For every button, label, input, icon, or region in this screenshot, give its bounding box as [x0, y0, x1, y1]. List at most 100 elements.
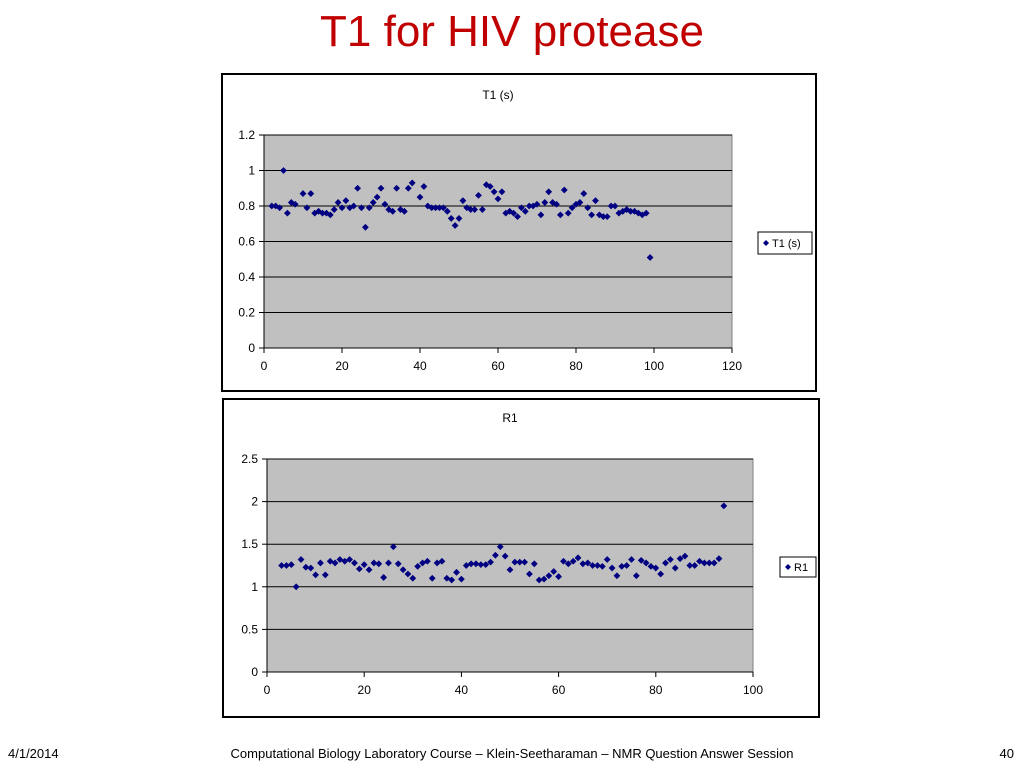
r1-data-point: [302, 563, 310, 571]
t1-data-point: [494, 195, 502, 203]
t1-data-point: [287, 199, 295, 206]
t1-data-point: [354, 184, 361, 192]
r1-data-point: [370, 559, 378, 567]
r1-y-tick-label: 0.5: [241, 622, 258, 636]
r1-data-point: [623, 562, 631, 569]
r1-data-point: [516, 558, 524, 566]
t1-data-point: [381, 200, 389, 208]
t1-y-tick-label: 0.4: [238, 270, 255, 284]
r1-y-tick-label: 1.5: [241, 537, 258, 551]
t1-data-point: [627, 207, 634, 215]
t1-data-point: [557, 211, 564, 219]
t1-data-point: [588, 211, 595, 219]
t1-data-point: [482, 181, 490, 189]
r1-data-point: [603, 556, 611, 563]
t1-data-point: [502, 209, 510, 217]
footer-course-text: Computational Biology Laboratory Course …: [230, 746, 794, 761]
r1-y-tick-label: 2: [251, 495, 258, 509]
t1-data-point: [518, 204, 525, 212]
t1-data-point: [607, 202, 615, 210]
r1-data-point: [501, 552, 509, 560]
r1-data-point: [487, 558, 494, 566]
t1-data-point: [568, 204, 576, 212]
t1-data-point: [459, 197, 467, 205]
r1-data-point: [550, 568, 558, 575]
r1-data-point: [317, 559, 324, 567]
r1-data-point: [360, 561, 368, 569]
t1-x-tick-label: 20: [335, 359, 349, 373]
t1-legend-label: T1 (s): [772, 238, 801, 250]
t1-legend-marker: [763, 240, 769, 246]
r1-data-point: [385, 559, 392, 567]
r1-y-tick-label: 1: [251, 580, 258, 594]
t1-data-point: [642, 209, 650, 217]
r1-data-point: [389, 543, 397, 551]
r1-data-point: [409, 574, 417, 582]
t1-y-tick-label: 0: [248, 341, 255, 355]
r1-data-point: [380, 574, 388, 581]
t1-data-point: [631, 207, 638, 215]
t1-x-tick-label: 80: [569, 359, 583, 373]
t1-data-point: [350, 202, 358, 210]
t1-y-tick-label: 0.8: [238, 199, 255, 213]
t1-data-point: [303, 204, 311, 212]
r1-data-point: [705, 559, 713, 567]
t1-data-point: [603, 213, 611, 221]
t1-data-point: [276, 204, 283, 212]
t1-chart-title: T1 (s): [482, 88, 513, 102]
t1-data-point: [307, 190, 315, 197]
r1-data-point: [341, 557, 349, 565]
t1-data-point: [272, 202, 280, 210]
t1-legend: T1 (s): [757, 231, 813, 255]
r1-data-point: [632, 572, 640, 580]
r1-plot-area: [266, 458, 754, 673]
slide-title: T1 for HIV protease: [320, 7, 704, 56]
t1-data-point: [362, 223, 369, 231]
t1-data-point: [479, 206, 486, 213]
t1-data-point: [564, 209, 572, 217]
r1-data-point: [574, 554, 582, 562]
t1-data-point: [580, 190, 588, 197]
r1-data-point: [477, 561, 485, 569]
t1-data-point: [560, 186, 568, 194]
r1-data-point: [462, 562, 470, 569]
r1-data-point: [530, 560, 538, 568]
t1-data-point: [315, 207, 322, 215]
t1-chart: T1 (s) 0 0.2 0.4 0.6 0.8 1 1.2 0 20 40 60 80 100 120 T1…: [221, 73, 817, 392]
r1-data-point: [492, 551, 499, 559]
r1-data-point: [496, 543, 504, 551]
t1-x-tick-label: 40: [413, 359, 427, 373]
r1-data-point: [710, 559, 718, 567]
r1-data-point: [584, 559, 592, 567]
r1-x-tick-label: 0: [264, 683, 271, 697]
t1-data-point: [467, 206, 475, 213]
t1-x-tick-label: 0: [261, 359, 268, 373]
t1-data-point: [525, 202, 533, 210]
r1-data-point: [560, 557, 567, 565]
t1-chart-svg: T1 (s) 0 0.2 0.4 0.6 0.8 1 1.2 0 20 40 60 80 100 120 T1…: [238, 88, 813, 373]
r1-data-point: [448, 576, 456, 584]
t1-data-point: [369, 199, 377, 206]
t1-y-tick-label: 1.2: [238, 128, 255, 142]
t1-data-point: [646, 254, 654, 261]
r1-data-point: [642, 559, 650, 567]
r1-x-tick-label: 60: [552, 683, 566, 697]
t1-data-point: [408, 179, 416, 187]
t1-data-point: [428, 204, 436, 212]
t1-data-point: [541, 199, 549, 206]
r1-data-point: [326, 557, 334, 565]
t1-legend-box: [757, 231, 813, 255]
r1-data-point: [681, 552, 689, 560]
t1-data-point: [514, 213, 521, 221]
t1-data-point: [330, 206, 338, 213]
r1-data-point: [331, 559, 339, 567]
r1-data-point: [715, 555, 723, 563]
r1-data-point: [652, 564, 660, 572]
r1-data-point: [657, 570, 665, 578]
t1-data-point: [268, 202, 276, 210]
r1-chart-svg: R1 0 0.5 1 1.5 2 2.5 0 20 40 60 80 100 R1: [241, 411, 817, 697]
r1-x-tick-label: 100: [743, 683, 763, 697]
t1-data-point: [510, 209, 517, 217]
t1-y-tick-label: 1: [248, 164, 255, 178]
t1-data-point: [475, 191, 482, 199]
